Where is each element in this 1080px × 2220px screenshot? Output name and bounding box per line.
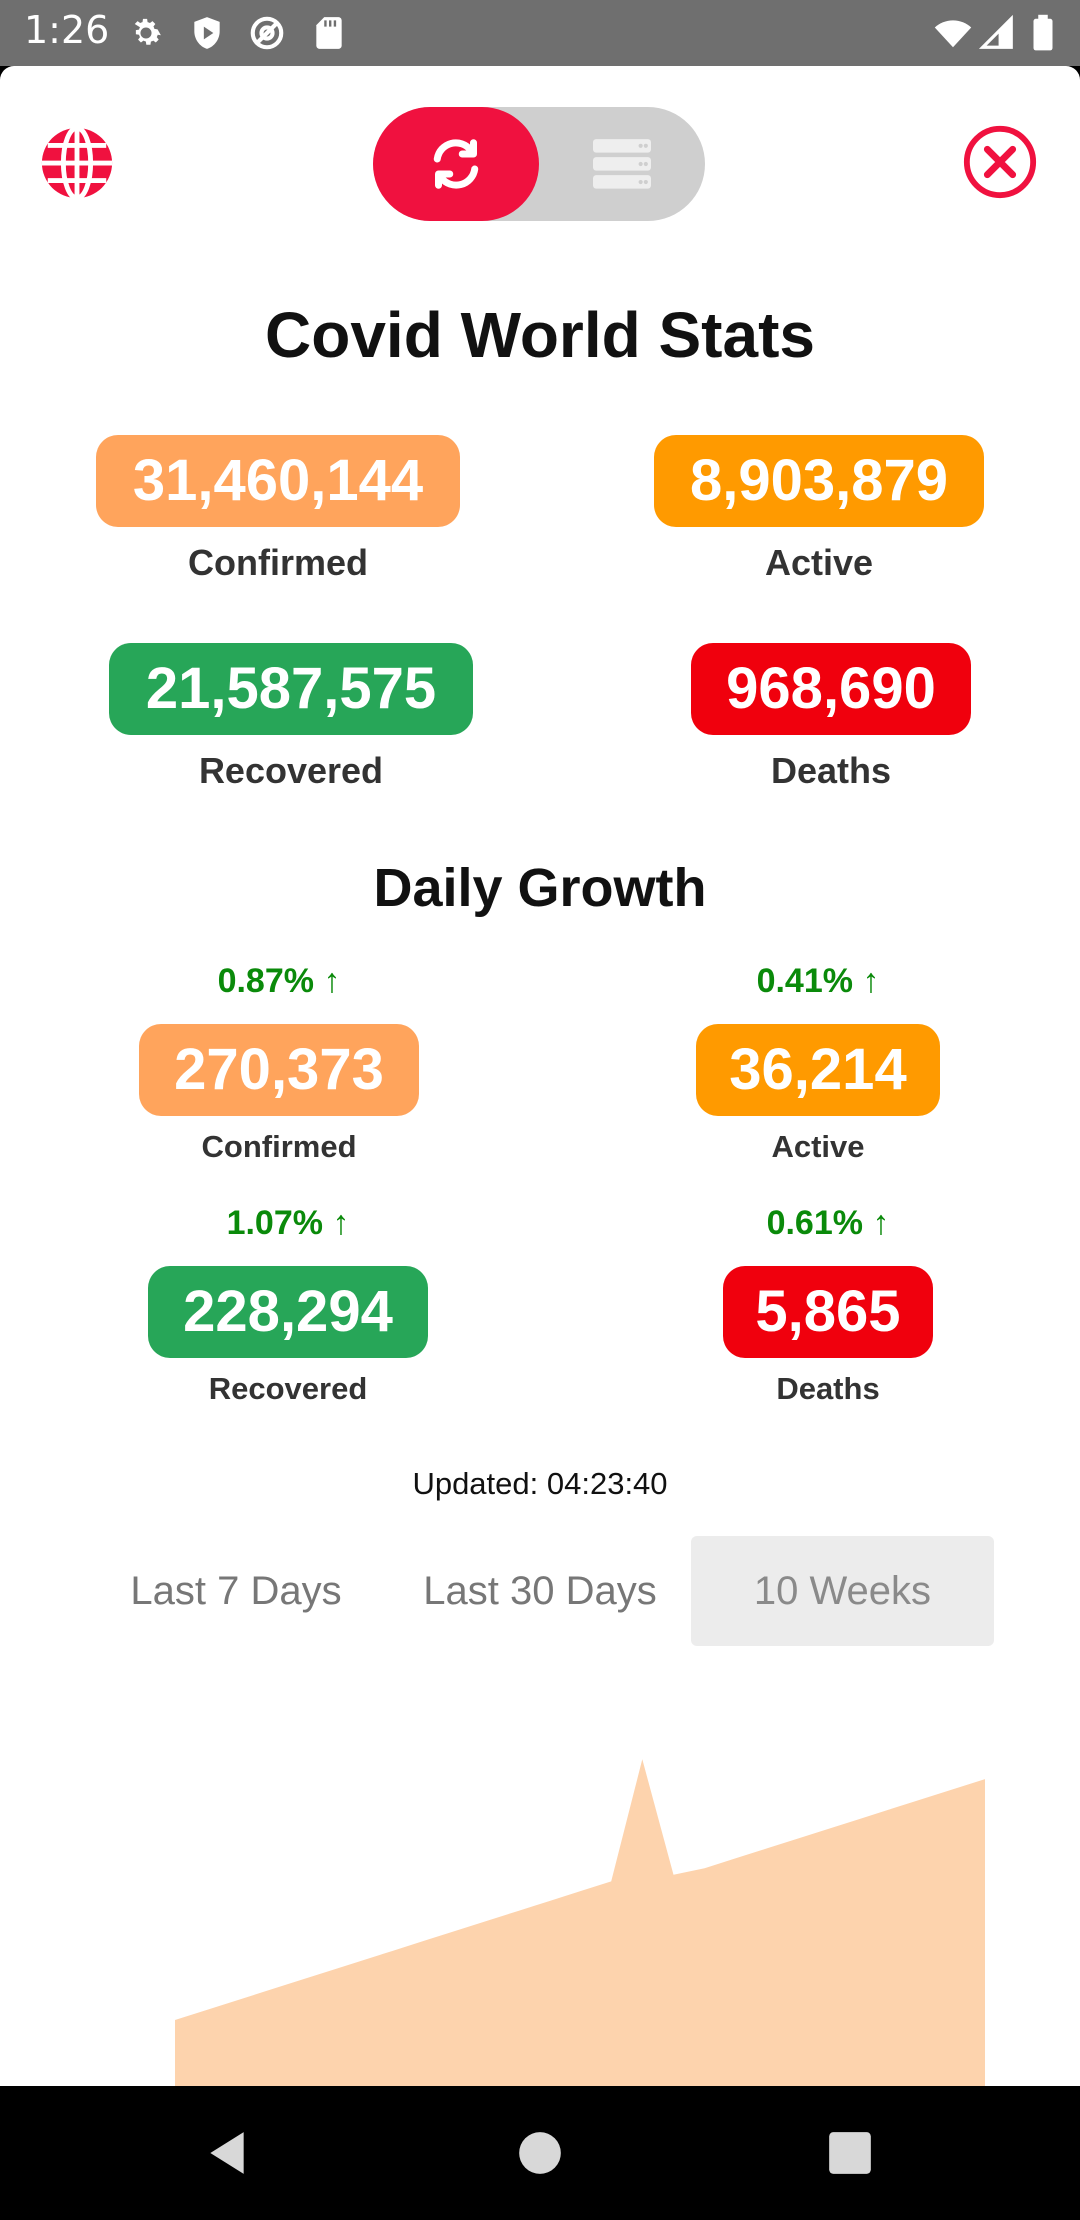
arrow-up-icon: ↑ [323,962,341,1000]
tab-last-7-days[interactable]: Last 7 Days [130,1569,342,1613]
page-title: Covid World Stats [265,299,815,371]
view-toggle[interactable] [373,107,705,221]
wifi-icon [934,20,972,48]
close-circle-icon[interactable] [961,123,1039,201]
refresh-icon [433,139,479,189]
battery-icon [1033,14,1053,51]
active-total-badge: 8,903,879 [654,435,984,527]
at-sign-icon [250,16,284,50]
active-total-label: Active [764,542,874,583]
confirmed-growth-pct: 0.87% ↑ [217,962,341,1000]
deaths-growth-label: Deaths [776,1371,880,1406]
active-growth-label: Active [771,1129,865,1164]
arrow-up-icon: ↑ [862,962,880,1000]
tab-10-weeks[interactable]: 10 Weeks [691,1536,994,1646]
deaths-growth-pct: 0.61% ↑ [766,1204,890,1242]
confirmed-growth-badge: 270,373 [139,1024,419,1116]
status-bar: 1:26 [0,0,1080,66]
recents-icon[interactable] [825,2128,875,2178]
app-screen: Covid World Stats 31,460,144 Confirmed 8… [0,66,1080,2086]
confirmed-growth-label: Confirmed [201,1129,357,1164]
refresh-button[interactable] [373,107,539,221]
recovered-total-badge: 21,587,575 [109,643,473,735]
list-icon [593,139,651,189]
arrow-up-icon: ↑ [332,1204,350,1242]
tab-last-30-days[interactable]: Last 30 Days [423,1569,657,1613]
updated-timestamp: Updated: 04:23:40 [412,1466,668,1501]
globe-icon[interactable] [38,124,116,202]
recovered-total-label: Recovered [198,750,384,791]
cell-signal-icon [978,14,1013,49]
confirmed-total-badge: 31,460,144 [96,435,460,527]
deaths-growth-badge: 5,865 [723,1266,933,1358]
growth-area-chart [175,1759,985,2086]
chart-area-series [175,1759,985,2086]
active-growth-pct: 0.41% ↑ [756,962,880,1000]
gear-icon [134,18,161,45]
list-view-button[interactable] [539,107,705,221]
shield-play-icon [194,17,220,49]
active-growth-badge: 36,214 [696,1024,940,1116]
status-time: 1:26 [24,8,110,52]
recovered-growth-label: Recovered [208,1371,368,1406]
deaths-total-badge: 968,690 [691,643,971,735]
back-icon[interactable] [202,2128,252,2178]
system-nav-bar [0,2086,1080,2220]
sd-card-icon [316,17,342,49]
recovered-growth-pct: 1.07% ↑ [226,1204,350,1242]
confirmed-total-label: Confirmed [188,542,368,583]
home-icon[interactable] [515,2128,565,2178]
recovered-growth-badge: 228,294 [148,1266,428,1358]
deaths-total-label: Deaths [770,750,892,791]
arrow-up-icon: ↑ [872,1204,890,1242]
daily-growth-title: Daily Growth [373,858,707,918]
